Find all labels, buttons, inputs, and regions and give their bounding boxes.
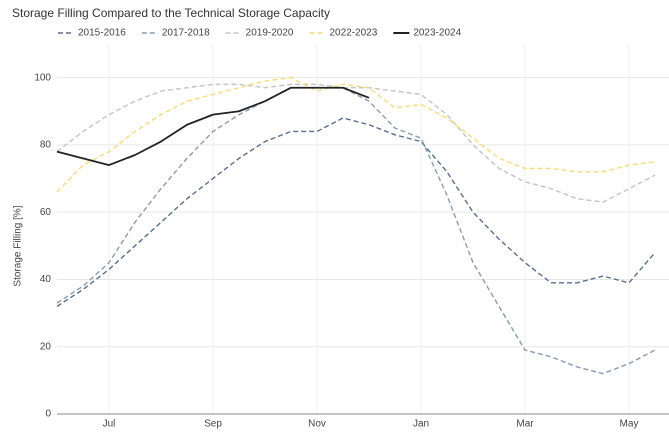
x-tick-label: Sep [204,419,222,430]
legend-label: 2019-2020 [246,28,294,39]
y-tick-label: 80 [40,140,52,151]
legend-label: 2015-2016 [78,28,126,39]
series-line [56,117,656,307]
x-tick-label: Nov [308,419,326,430]
x-tick-label: Jul [103,419,116,430]
y-tick-label: 20 [40,341,52,352]
y-tick-label: 40 [40,274,52,285]
legend-label: 2022-2023 [329,28,377,39]
y-tick-label: 60 [40,207,52,218]
series-line [56,76,656,193]
series-line [56,83,656,203]
chart-title: Storage Filling Compared to the Technica… [12,6,330,20]
series-line [56,86,370,166]
legend-label: 2017-2018 [162,28,210,39]
y-tick-label: 100 [34,72,51,83]
series-line [56,87,656,375]
x-tick-label: May [620,419,639,430]
legend-label: 2023-2024 [413,28,461,39]
x-tick-label: Mar [516,419,534,430]
x-tick-label: Jan [413,419,429,430]
y-tick-label: 0 [45,409,51,420]
y-axis-label: Storage Filling [%] [13,205,24,286]
